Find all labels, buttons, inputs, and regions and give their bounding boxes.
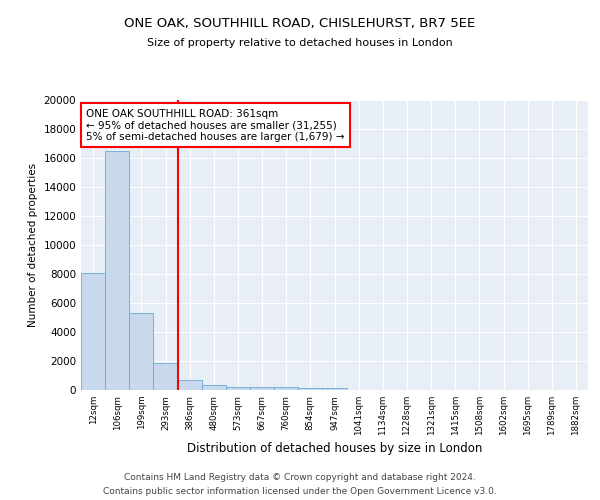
Bar xyxy=(274,388,298,390)
Bar xyxy=(178,380,202,390)
Bar xyxy=(105,151,129,390)
Bar xyxy=(81,272,105,390)
Text: Contains HM Land Registry data © Crown copyright and database right 2024.: Contains HM Land Registry data © Crown c… xyxy=(124,472,476,482)
X-axis label: Distribution of detached houses by size in London: Distribution of detached houses by size … xyxy=(187,442,482,455)
Bar xyxy=(202,386,226,390)
Bar xyxy=(129,313,154,390)
Bar xyxy=(298,388,322,390)
Y-axis label: Number of detached properties: Number of detached properties xyxy=(28,163,38,327)
Text: Contains public sector information licensed under the Open Government Licence v3: Contains public sector information licen… xyxy=(103,486,497,496)
Bar xyxy=(250,387,274,390)
Bar xyxy=(226,386,250,390)
Text: ONE OAK, SOUTHHILL ROAD, CHISLEHURST, BR7 5EE: ONE OAK, SOUTHHILL ROAD, CHISLEHURST, BR… xyxy=(124,18,476,30)
Text: Size of property relative to detached houses in London: Size of property relative to detached ho… xyxy=(147,38,453,48)
Bar xyxy=(154,363,178,390)
Bar xyxy=(322,388,347,390)
Text: ONE OAK SOUTHHILL ROAD: 361sqm
← 95% of detached houses are smaller (31,255)
5% : ONE OAK SOUTHHILL ROAD: 361sqm ← 95% of … xyxy=(86,108,344,142)
